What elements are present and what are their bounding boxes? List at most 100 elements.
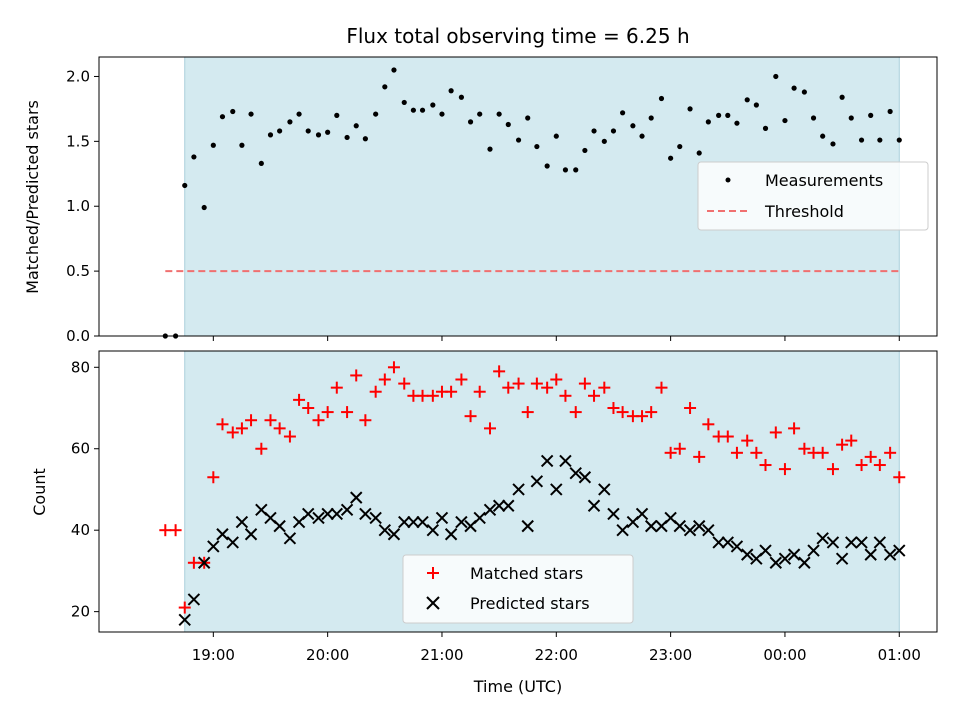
bottom-axes-frame — [98, 350, 938, 633]
predicted-star-marker-b — [512, 483, 525, 496]
predicted-star-point — [540, 454, 554, 468]
predicted-star-point — [598, 483, 611, 496]
predicted-star-marker-b — [873, 536, 887, 549]
matched-star-point — [483, 422, 496, 435]
predicted-star-point — [644, 519, 658, 533]
measurement-point — [877, 137, 883, 143]
matched-star-point — [293, 393, 306, 406]
measurement-point — [658, 95, 665, 102]
measurement-point — [525, 115, 531, 121]
top-series-group — [162, 67, 902, 339]
predicted-star-point — [778, 552, 792, 565]
measurement-point — [820, 133, 826, 139]
predicted-star-marker-b — [330, 507, 344, 521]
matched-star-point — [473, 385, 486, 398]
measurement-point — [848, 115, 854, 121]
measurement-point — [630, 123, 636, 129]
matched-star-point — [741, 434, 754, 447]
measurement-point — [496, 111, 502, 117]
x-tick-label: 21:00 — [420, 646, 463, 664]
matched-star-point — [673, 442, 686, 455]
y-tick-label: 60 — [71, 440, 90, 458]
matched-star-point — [226, 426, 239, 439]
measurement-point — [610, 128, 617, 134]
predicted-star-point — [864, 548, 877, 561]
predicted-star-marker-b — [216, 528, 229, 541]
predicted-star-marker-b — [283, 532, 297, 545]
predicted-star-marker-b — [683, 523, 697, 537]
predicted-star-marker-b — [778, 552, 792, 565]
bottom-legend: Matched stars Predicted stars — [402, 554, 634, 624]
matched-star-point — [684, 402, 697, 415]
y-tick-label: 80 — [71, 358, 90, 376]
predicted-star-point — [350, 491, 363, 504]
matched-star-point — [207, 471, 220, 484]
top-legend-box — [697, 161, 929, 231]
measurement-point — [515, 137, 522, 143]
predicted-star-marker-b — [578, 471, 592, 484]
predicted-star-marker-b — [387, 528, 401, 541]
predicted-star-marker-b — [483, 503, 497, 517]
predicted-star-marker-b — [273, 519, 286, 533]
matched-star-point — [778, 463, 791, 476]
matched-star-point — [178, 601, 191, 614]
matched-star-point — [645, 406, 658, 419]
measurement-point — [391, 67, 397, 73]
predicted-star-point — [512, 483, 525, 496]
predicted-star-point — [550, 483, 563, 496]
predicted-star-point — [387, 528, 401, 541]
y-tick-label: 0.0 — [66, 327, 90, 345]
measurement-point — [182, 182, 188, 189]
measurement-point — [601, 138, 607, 144]
predicted-star-point — [244, 528, 258, 541]
matched-star-point — [702, 418, 715, 431]
predicted-star-point — [226, 536, 239, 549]
matched-star-point — [341, 406, 354, 419]
measurement-point — [773, 73, 779, 80]
legend-marker-measurements — [725, 177, 731, 183]
measurement-point — [230, 108, 236, 115]
predicted-star-marker-b — [616, 523, 629, 537]
bottom-legend-box — [402, 554, 634, 624]
measurement-point — [258, 160, 264, 167]
predicted-star-marker-b — [807, 544, 820, 557]
measurement-point — [267, 132, 274, 138]
matched-star-point — [426, 389, 439, 402]
measurement-point — [477, 111, 483, 117]
predicted-star-point — [787, 548, 801, 561]
predicted-star-point — [207, 540, 220, 553]
bottom-series-group — [159, 361, 906, 626]
measurement-point — [839, 94, 845, 100]
measurement-point — [248, 111, 254, 117]
measurement-point — [325, 129, 331, 135]
measurement-point — [239, 142, 245, 148]
predicted-star-point — [673, 519, 686, 533]
predicted-star-marker-b — [798, 556, 811, 569]
measurement-point — [744, 97, 750, 103]
predicted-star-point — [816, 532, 829, 545]
predicted-star-point — [483, 503, 497, 517]
matched-star-point — [321, 406, 334, 419]
predicted-star-marker-b — [635, 507, 649, 521]
predicted-star-marker-b — [721, 536, 734, 549]
measurement-point — [801, 89, 807, 95]
predicted-star-point — [197, 556, 211, 569]
predicted-star-point — [321, 507, 334, 521]
matched-star-point — [255, 442, 268, 455]
predicted-star-point — [873, 536, 887, 549]
predicted-star-marker-b — [550, 483, 563, 496]
measurement-point — [191, 154, 197, 160]
predicted-star-marker-b — [187, 593, 201, 606]
predicted-star-marker-b — [226, 536, 239, 549]
predicted-star-marker-b — [598, 483, 611, 496]
predicted-star-marker-b — [540, 454, 554, 468]
legend-marker-matched-stars — [427, 567, 439, 579]
predicted-star-point — [845, 536, 858, 549]
measurement-point — [401, 99, 407, 106]
predicted-star-marker-b — [473, 511, 486, 525]
x-axis-label: Time (UTC) — [473, 677, 562, 696]
matched-star-point — [445, 385, 458, 398]
predicted-star-marker-b — [864, 548, 877, 561]
predicted-star-point — [759, 544, 772, 557]
predicted-star-point — [692, 519, 706, 533]
